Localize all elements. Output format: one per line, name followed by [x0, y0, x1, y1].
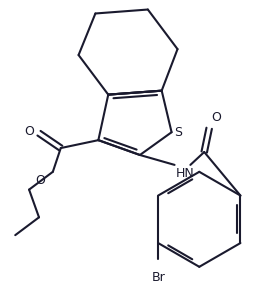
Text: S: S [175, 126, 183, 139]
Text: O: O [24, 125, 34, 138]
Text: Br: Br [151, 271, 165, 284]
Text: O: O [35, 174, 45, 187]
Text: HN: HN [175, 167, 194, 180]
Text: O: O [211, 111, 221, 124]
